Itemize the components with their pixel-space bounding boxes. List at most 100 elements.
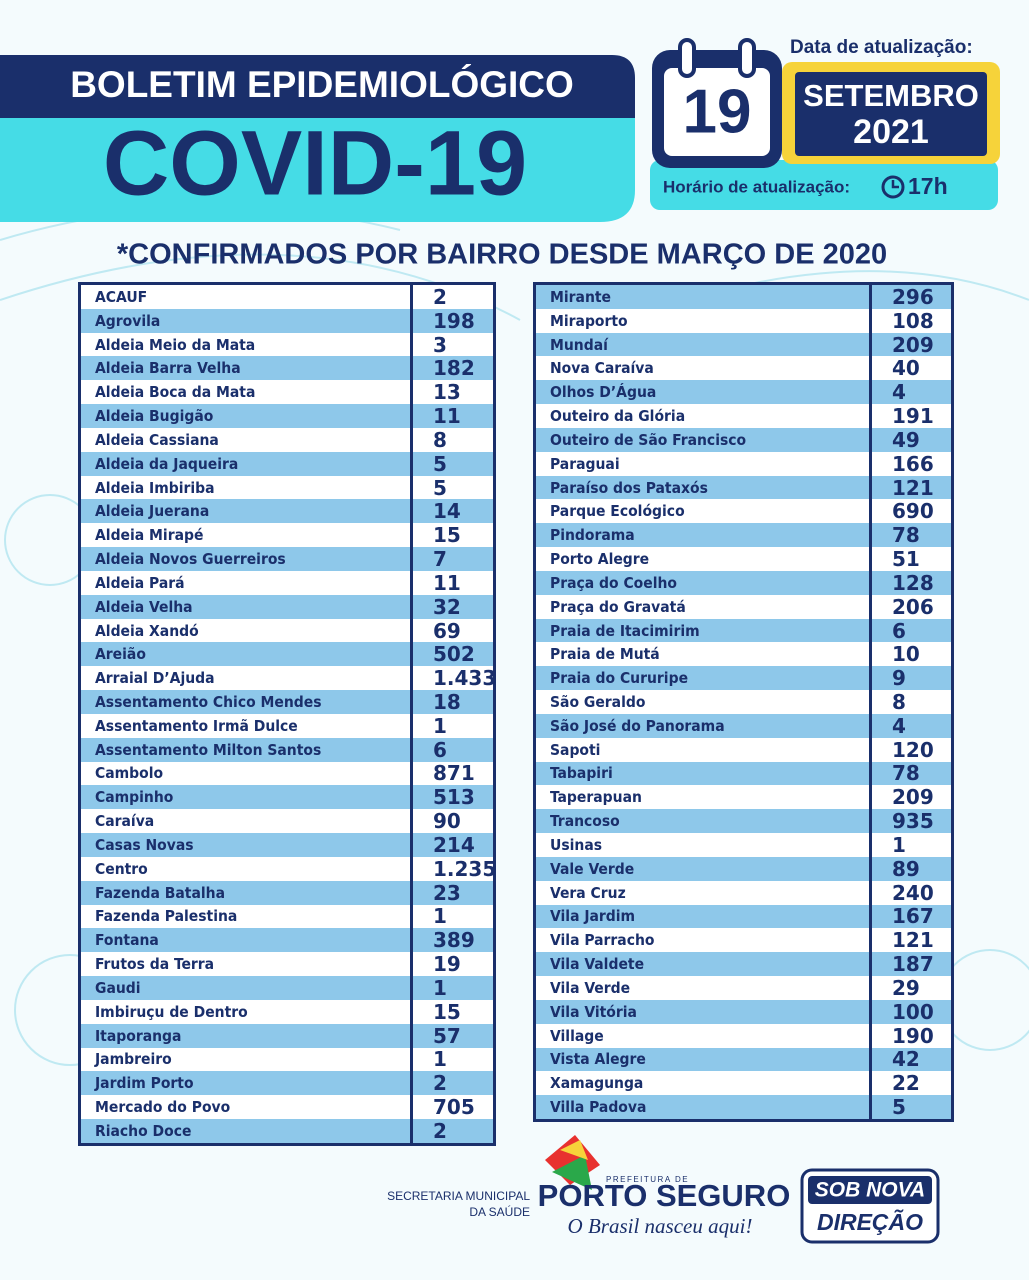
table-row: Paraíso dos Pataxós 121 <box>536 476 951 500</box>
district-name: Aldeia Boca da Mata <box>81 380 413 405</box>
district-name: São Geraldo <box>536 690 872 714</box>
case-count: 49 <box>892 427 920 452</box>
case-count: 2 <box>433 1071 447 1096</box>
table-row: Village 190 <box>536 1024 951 1048</box>
district-name: Trancoso <box>536 809 872 834</box>
district-name: Praia de Itacimirim <box>536 618 872 643</box>
badge-top <box>808 1176 932 1204</box>
table-row: Aldeia Imbiriba 5 <box>81 476 493 500</box>
district-name: Assentamento Milton Santos <box>81 737 413 762</box>
table-row: Assentamento Milton Santos 6 <box>81 738 493 762</box>
table-row: Assentamento Irmã Dulce 1 <box>81 714 493 738</box>
calendar-ring <box>678 38 696 78</box>
table-row: Porto Alegre 51 <box>536 547 951 571</box>
time-label: Horário de atualização: <box>663 177 850 196</box>
case-count: 513 <box>433 785 475 810</box>
clock-icon <box>881 175 905 199</box>
table-row: Vila Verde 29 <box>536 976 951 1000</box>
case-count: 7 <box>433 547 447 572</box>
table-row: Outeiro de São Francisco 49 <box>536 428 951 452</box>
table-row: Aldeia Bugigão 11 <box>81 404 493 428</box>
table-row: Aldeia Boca da Mata 13 <box>81 380 493 404</box>
table-row: Xamagunga 22 <box>536 1071 951 1095</box>
case-count: 5 <box>433 475 447 500</box>
secretaria-line: DA SAÚDE <box>469 1204 530 1219</box>
time: 17h <box>908 173 948 199</box>
district-name: Campinho <box>81 785 413 810</box>
case-count: 100 <box>892 999 934 1024</box>
district-name: Praia de Mutá <box>536 642 872 667</box>
table-row: Vista Alegre 42 <box>536 1047 951 1072</box>
case-count: 11 <box>433 570 461 595</box>
case-count: 32 <box>433 594 461 619</box>
district-name: Vista Alegre <box>536 1047 872 1072</box>
district-name: Areião <box>81 642 413 667</box>
case-count: 42 <box>892 1047 920 1072</box>
case-count: 4 <box>892 713 906 738</box>
table-row: Aldeia da Jaqueira 5 <box>81 452 493 476</box>
table-row: Vila Vitória 100 <box>536 1000 951 1024</box>
district-name: Vila Jardim <box>536 904 872 929</box>
case-count: 10 <box>892 642 920 667</box>
table-row: Aldeia Novos Guerreiros 7 <box>81 547 493 571</box>
district-name: Imbiruçu de Dentro <box>81 999 413 1024</box>
district-name: Mundaí <box>536 332 872 357</box>
case-count: 6 <box>433 737 447 762</box>
district-name: Aldeia Xandó <box>81 618 413 643</box>
case-count: 57 <box>433 1023 461 1048</box>
case-count: 1 <box>433 1047 447 1072</box>
case-count: 8 <box>892 690 906 714</box>
district-name: Paraíso dos Pataxós <box>536 475 872 500</box>
table-row: Outeiro da Glória 191 <box>536 404 951 428</box>
case-count: 89 <box>892 856 920 881</box>
district-name: Parque Ecológico <box>536 499 872 524</box>
case-count: 198 <box>433 308 475 333</box>
case-count: 1.235 <box>433 856 497 881</box>
case-count: 6 <box>892 618 906 643</box>
district-name: Olhos D’Água <box>536 380 872 405</box>
subtitle-bar <box>0 118 635 222</box>
table-row: Usinas 1 <box>536 833 951 857</box>
calendar-page <box>664 68 770 156</box>
table-row: Aldeia Cassiana 8 <box>81 428 493 452</box>
table-row: Campinho 513 <box>81 785 493 809</box>
case-count: 22 <box>892 1071 920 1096</box>
case-count: 11 <box>433 404 461 429</box>
district-name: Frutos da Terra <box>81 952 413 977</box>
table-row: Mundaí 209 <box>536 333 951 357</box>
district-name: Jambreiro <box>81 1047 413 1072</box>
table-row: Vera Cruz 240 <box>536 881 951 905</box>
case-count: 90 <box>433 809 461 834</box>
district-name: Vila Parracho <box>536 928 872 953</box>
case-count: 871 <box>433 761 475 786</box>
district-name: Jardim Porto <box>81 1071 413 1096</box>
table-row: Praça do Gravatá 206 <box>536 595 951 619</box>
district-name: Sapoti <box>536 737 872 762</box>
month: SETEMBRO <box>803 78 979 113</box>
district-name: ACAUF <box>81 285 413 309</box>
district-name: Assentamento Irmã Dulce <box>81 713 413 738</box>
logo-shape <box>560 1140 588 1160</box>
case-count: 935 <box>892 809 934 834</box>
table-row: Caraíva 90 <box>81 809 493 833</box>
case-count: 206 <box>892 594 934 619</box>
district-name: Xamagunga <box>536 1071 872 1096</box>
case-count: 214 <box>433 832 475 857</box>
district-name: Porto Alegre <box>536 547 872 571</box>
table-row: Vila Jardim 167 <box>536 904 951 929</box>
case-count: 187 <box>892 952 934 977</box>
district-name: Praia do Cururipe <box>536 666 872 691</box>
district-name: Aldeia Novos Guerreiros <box>81 547 413 571</box>
table-row: Areião 502 <box>81 642 493 666</box>
case-count: 1 <box>892 832 906 857</box>
calendar-ring <box>738 38 756 78</box>
case-count: 29 <box>892 975 920 1000</box>
case-count: 389 <box>433 928 475 953</box>
table-row: Paraguai 166 <box>536 452 951 476</box>
district-name: São José do Panorama <box>536 713 872 738</box>
title: BOLETIM EPIDEMIOLÓGICO <box>70 63 574 105</box>
table-row: Praia de Mutá 10 <box>536 642 951 666</box>
district-table: Mirante 296 Miraporto 108 Mundaí 209 Nova Cara… <box>533 282 954 1122</box>
district-name: Vila Valdete <box>536 952 872 977</box>
case-count: 1 <box>433 975 447 1000</box>
